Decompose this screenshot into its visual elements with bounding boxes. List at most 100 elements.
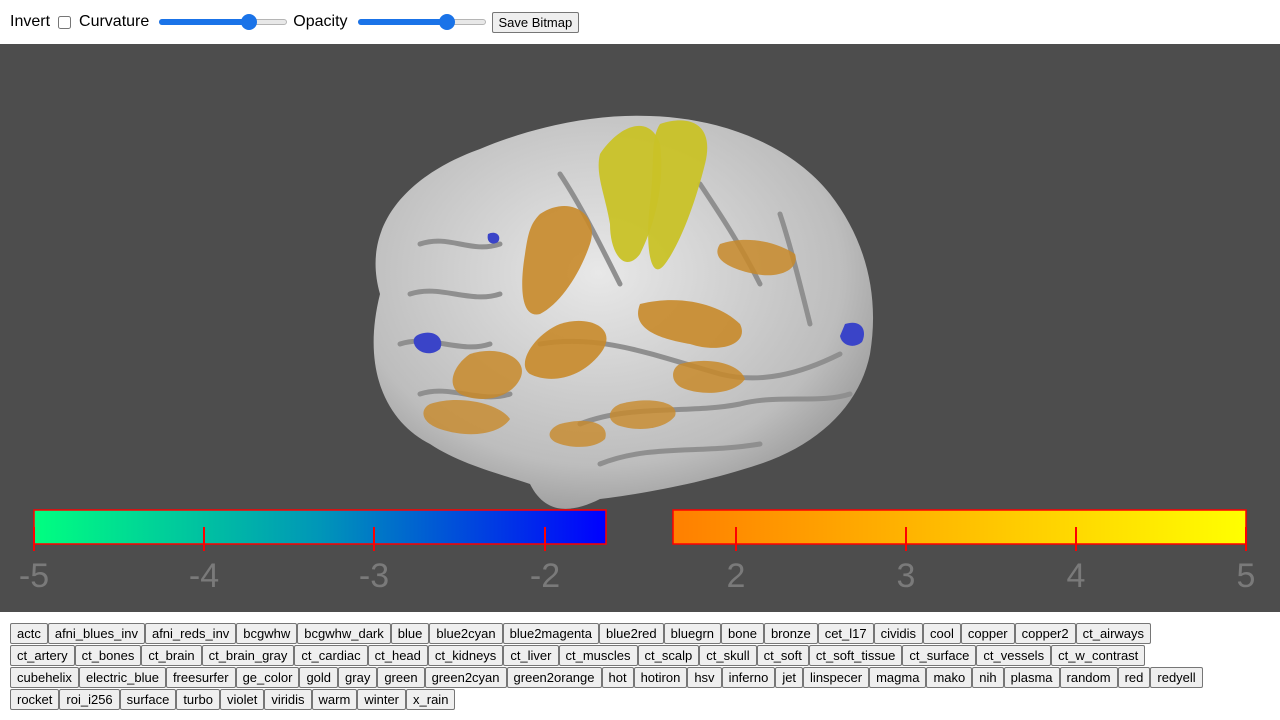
- colormap-button-x-rain[interactable]: x_rain: [406, 689, 456, 710]
- colormap-button-copper[interactable]: copper: [960, 623, 1015, 644]
- brain-surface-render: [33, 115, 1247, 551]
- colormap-button-hot[interactable]: hot: [601, 667, 634, 688]
- brain-hemisphere: [373, 115, 874, 509]
- colormap-button-blue2red[interactable]: blue2red: [599, 623, 664, 644]
- colormap-button-nih[interactable]: nih: [972, 667, 1004, 688]
- colormap-button-ct-muscles[interactable]: ct_muscles: [558, 645, 638, 666]
- colormap-button-cet-l17[interactable]: cet_l17: [817, 623, 874, 644]
- tick-label-neg-4: -4: [188, 557, 220, 595]
- colormap-button-magma[interactable]: magma: [869, 667, 927, 688]
- colormap-button-winter[interactable]: winter: [357, 689, 407, 710]
- colormap-row: cubehelix electric_blue freesurfer ge_color…: [10, 667, 1275, 689]
- colormap-button-freesurfer[interactable]: freesurfer: [165, 667, 236, 688]
- colormap-button-hotiron[interactable]: hotiron: [633, 667, 688, 688]
- tick-label-neg-3: -3: [358, 557, 390, 595]
- colormap-button-list: actc afni_blues_inv afni_reds_inv bcgwhw bcg…: [10, 623, 1275, 711]
- colormap-button-bcgwhw[interactable]: bcgwhw: [236, 623, 298, 644]
- invert-checkbox[interactable]: [58, 15, 72, 29]
- opacity-slider[interactable]: [357, 14, 486, 30]
- negative-colorbar-gradient: [33, 509, 607, 545]
- toolbar: Invert Curvature Opacity Save Bitmap: [0, 0, 1280, 44]
- colormap-button-rocket[interactable]: rocket: [10, 689, 60, 710]
- negative-colorbar: [33, 509, 607, 551]
- colormap-button-ct-artery[interactable]: ct_artery: [10, 645, 75, 666]
- tick-label-neg-2: -2: [529, 557, 561, 595]
- colormap-button-violet[interactable]: violet: [219, 689, 265, 710]
- tick-label-pos-2: 2: [726, 557, 746, 595]
- colormap-button-warm[interactable]: warm: [311, 689, 358, 710]
- opacity-label: Opacity: [293, 13, 348, 30]
- colormap-button-ct-scalp[interactable]: ct_scalp: [637, 645, 700, 666]
- colormap-button-ct-soft-tissue[interactable]: ct_soft_tissue: [808, 645, 903, 666]
- colormap-button-blue2cyan[interactable]: blue2cyan: [429, 623, 503, 644]
- colormap-button-ct-vessels[interactable]: ct_vessels: [976, 645, 1052, 666]
- colormap-button-ct-bones[interactable]: ct_bones: [74, 645, 142, 666]
- colormap-row: actc afni_blues_inv afni_reds_inv bcgwhw bcg…: [10, 623, 1275, 645]
- curvature-slider[interactable]: [159, 14, 288, 30]
- colormap-button-copper2[interactable]: copper2: [1014, 623, 1076, 644]
- colormap-button-blue[interactable]: blue: [390, 623, 430, 644]
- colormap-button-afni-blues-inv[interactable]: afni_blues_inv: [47, 623, 145, 644]
- colormap-button-red[interactable]: red: [1117, 667, 1151, 688]
- tick-label-pos-5: 5: [1236, 557, 1256, 595]
- colormap-button-bone[interactable]: bone: [721, 623, 764, 644]
- colormap-button-ct-kidneys[interactable]: ct_kidneys: [427, 645, 504, 666]
- colormap-button-cividis[interactable]: cividis: [873, 623, 924, 644]
- colormap-button-ct-brain[interactable]: ct_brain: [141, 645, 202, 666]
- colormap-button-linspecer[interactable]: linspecer: [803, 667, 870, 688]
- colormap-button-hsv[interactable]: hsv: [687, 667, 722, 688]
- positive-colorbar: [672, 509, 1247, 551]
- positive-colorbar-ticks: [735, 527, 1247, 551]
- colormap-button-turbo[interactable]: turbo: [176, 689, 220, 710]
- colormap-button-ct-soft[interactable]: ct_soft: [756, 645, 809, 666]
- colormap-button-viridis[interactable]: viridis: [264, 689, 312, 710]
- curvature-slider-thumb[interactable]: [240, 14, 257, 30]
- colormap-button-green[interactable]: green: [377, 667, 425, 688]
- colormap-row: ct_artery ct_bones ct_brain ct_brain_gray ct…: [10, 645, 1275, 667]
- colormap-button-blue2magenta[interactable]: blue2magenta: [502, 623, 600, 644]
- colormap-button-gray[interactable]: gray: [338, 667, 378, 688]
- curvature-slider-fill: [159, 19, 249, 25]
- colormap-button-surface[interactable]: surface: [119, 689, 177, 710]
- colormap-button-random[interactable]: random: [1059, 667, 1118, 688]
- save-bitmap-button[interactable]: Save Bitmap: [491, 11, 580, 33]
- invert-label: Invert: [10, 13, 51, 30]
- colormap-button-afni-reds-inv[interactable]: afni_reds_inv: [144, 623, 237, 644]
- colormap-button-ge-color[interactable]: ge_color: [235, 667, 300, 688]
- colormap-button-plasma[interactable]: plasma: [1003, 667, 1060, 688]
- colormap-button-ct-liver[interactable]: ct_liver: [503, 645, 559, 666]
- negative-colorbar-ticks: [33, 527, 546, 551]
- colormap-button-gold[interactable]: gold: [299, 667, 339, 688]
- tick-label-pos-4: 4: [1066, 557, 1086, 595]
- render-canvas[interactable]: -5 -4 -3 -2 2 3 4 5: [0, 44, 1280, 612]
- colormap-button-bcgwhw-dark[interactable]: bcgwhw_dark: [297, 623, 391, 644]
- colormap-button-ct-surface[interactable]: ct_surface: [902, 645, 977, 666]
- colormap-button-bluegrn[interactable]: bluegrn: [663, 623, 722, 644]
- colormap-button-green2cyan[interactable]: green2cyan: [424, 667, 507, 688]
- activation-overlay: [413, 120, 865, 447]
- opacity-slider-fill: [357, 19, 448, 25]
- opacity-slider-thumb[interactable]: [439, 14, 456, 30]
- curvature-label: Curvature: [79, 13, 150, 30]
- colormap-button-roi-i256[interactable]: roi_i256: [59, 689, 120, 710]
- tick-label-pos-3: 3: [896, 557, 916, 595]
- colormap-button-ct-head[interactable]: ct_head: [367, 645, 428, 666]
- colormap-button-ct-airways[interactable]: ct_airways: [1075, 623, 1152, 644]
- colormap-button-cubehelix[interactable]: cubehelix: [10, 667, 79, 688]
- colormap-button-inferno[interactable]: inferno: [721, 667, 776, 688]
- tick-label-neg-5: -5: [18, 557, 50, 595]
- colormap-button-ct-brain-gray[interactable]: ct_brain_gray: [201, 645, 295, 666]
- colormap-button-redyell[interactable]: redyell: [1150, 667, 1203, 688]
- colormap-button-jet[interactable]: jet: [775, 667, 804, 688]
- colormap-button-ct-cardiac[interactable]: ct_cardiac: [294, 645, 368, 666]
- colormap-button-green2orange[interactable]: green2orange: [506, 667, 602, 688]
- colormap-button-actc[interactable]: actc: [10, 623, 48, 644]
- colormap-button-bronze[interactable]: bronze: [763, 623, 818, 644]
- colormap-button-ct-w-contrast[interactable]: ct_w_contrast: [1051, 645, 1146, 666]
- colormap-row: rocket roi_i256 surface turbo violet viridis w…: [10, 689, 1275, 711]
- colormap-button-cool[interactable]: cool: [923, 623, 961, 644]
- colormap-button-electric-blue[interactable]: electric_blue: [78, 667, 166, 688]
- positive-colorbar-gradient: [672, 509, 1247, 545]
- colormap-button-ct-skull[interactable]: ct_skull: [699, 645, 757, 666]
- colormap-button-mako[interactable]: mako: [926, 667, 973, 688]
